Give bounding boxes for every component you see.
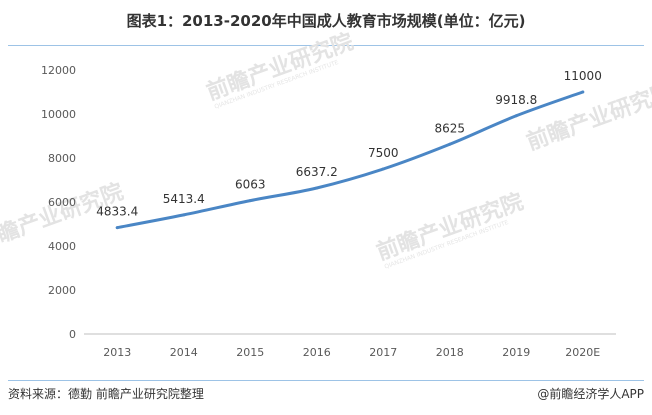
x-tick-label: 2014 xyxy=(170,346,198,359)
x-tick-label: 2018 xyxy=(436,346,464,359)
watermark-top: 前瞻产业研究院 QIANZHAN INDUSTRY RESEARCH INSTI… xyxy=(203,29,357,111)
y-tick-label: 0 xyxy=(69,328,76,341)
data-point xyxy=(514,114,518,118)
y-tick-label: 10000 xyxy=(41,108,76,121)
axes: 0 2000 4000 6000 8000 10000 12000 2013 2014 2015 2… xyxy=(41,64,616,359)
series-line xyxy=(115,90,585,230)
title-divider xyxy=(8,45,644,46)
x-tick-label: 2013 xyxy=(103,346,131,359)
source-note: 资料来源：德勤 前瞻产业研究院整理 xyxy=(8,387,204,401)
y-tick-label: 2000 xyxy=(48,284,76,297)
y-tick-label: 6000 xyxy=(48,196,76,209)
y-tick-label: 4000 xyxy=(48,240,76,253)
data-point xyxy=(115,226,119,230)
series-layer: 4833.4 5413.4 6063 6637.2 7500 8625 9918.8 1100… xyxy=(96,69,602,230)
data-label: 11000 xyxy=(564,69,602,83)
watermark-right: 前瞻产业研究院 xyxy=(523,79,652,156)
data-label: 4833.4 xyxy=(96,205,138,219)
line-chart: 前瞻产业研究院 前瞻产业研究院 QIANZHAN INDUSTRY RESEAR… xyxy=(0,29,652,359)
credit-note: @前瞻经济学人APP xyxy=(537,387,644,401)
data-label: 6637.2 xyxy=(296,165,338,179)
data-point xyxy=(182,213,186,217)
data-point xyxy=(581,90,585,94)
watermark-middle: 前瞻产业研究院 QIANZHAN INDUSTRY RESEARCH INSTI… xyxy=(373,189,527,271)
data-label: 8625 xyxy=(434,121,465,135)
data-point xyxy=(315,186,319,190)
x-tick-label: 2020E xyxy=(565,346,600,359)
data-point xyxy=(448,142,452,146)
data-label: 7500 xyxy=(368,146,399,160)
y-tick-label: 12000 xyxy=(41,64,76,77)
data-label: 9918.8 xyxy=(495,93,537,107)
y-tick-label: 8000 xyxy=(48,152,76,165)
x-tick-label: 2019 xyxy=(502,346,530,359)
x-tick-label: 2017 xyxy=(369,346,397,359)
footer-divider xyxy=(8,380,644,381)
data-point xyxy=(248,199,252,203)
watermarks: 前瞻产业研究院 前瞻产业研究院 QIANZHAN INDUSTRY RESEAR… xyxy=(0,29,652,271)
x-tick-label: 2015 xyxy=(236,346,264,359)
watermark-text: 前瞻产业研究院 xyxy=(523,79,652,156)
data-point xyxy=(381,167,385,171)
data-label: 5413.4 xyxy=(163,192,205,206)
data-label: 6063 xyxy=(235,178,266,192)
chart-title: 图表1：2013-2020年中国成人教育市场规模(单位：亿元) xyxy=(126,12,526,30)
x-tick-label: 2016 xyxy=(303,346,331,359)
